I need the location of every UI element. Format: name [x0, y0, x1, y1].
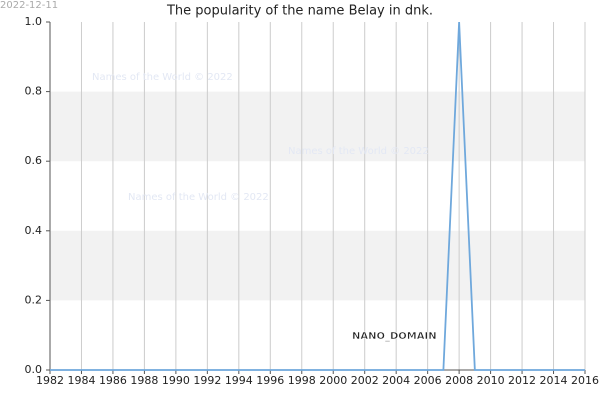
y-tick-label: 0.4 — [25, 224, 43, 237]
watermark: NANO_DOMAIN — [352, 331, 437, 342]
x-tick-label: 2002 — [351, 374, 379, 387]
grid-band — [50, 91, 585, 162]
watermark: Names of the World © 2022 — [288, 146, 429, 157]
y-tick-label: 0.6 — [25, 154, 43, 167]
x-tick-label: 2016 — [571, 374, 599, 387]
x-tick-label: 2008 — [445, 374, 473, 387]
watermark: Names of the World © 2022 — [128, 192, 269, 203]
x-tick-label: 1986 — [99, 374, 127, 387]
watermark: Names of the World © 2022 — [92, 72, 233, 83]
x-tick-label: 1984 — [67, 374, 95, 387]
x-tick-label: 2004 — [382, 374, 410, 387]
x-tick-label: 1994 — [225, 374, 253, 387]
y-tick-label: 0.2 — [25, 293, 43, 306]
x-tick-label: 2006 — [414, 374, 442, 387]
x-tick-label: 2000 — [319, 374, 347, 387]
x-tick-label: 2014 — [540, 374, 568, 387]
x-tick-label: 1990 — [162, 374, 190, 387]
x-tick-label: 1992 — [193, 374, 221, 387]
x-tick-label: 1998 — [288, 374, 316, 387]
chart-title: The popularity of the name Belay in dnk. — [166, 4, 433, 19]
x-tick-label: 2010 — [477, 374, 505, 387]
date-stamp: 2022-12-11 — [0, 0, 58, 11]
y-tick-label: 1.0 — [25, 15, 43, 28]
x-tick-label: 1988 — [130, 374, 158, 387]
x-tick-label: 2012 — [508, 374, 536, 387]
line — [50, 21, 585, 371]
x-tick-label: 1996 — [256, 374, 284, 387]
grid-band — [50, 230, 585, 301]
x-tick-label: 1982 — [36, 374, 64, 387]
y-tick-label: 0.8 — [25, 85, 43, 98]
y-tick-label: 0.0 — [25, 363, 43, 376]
